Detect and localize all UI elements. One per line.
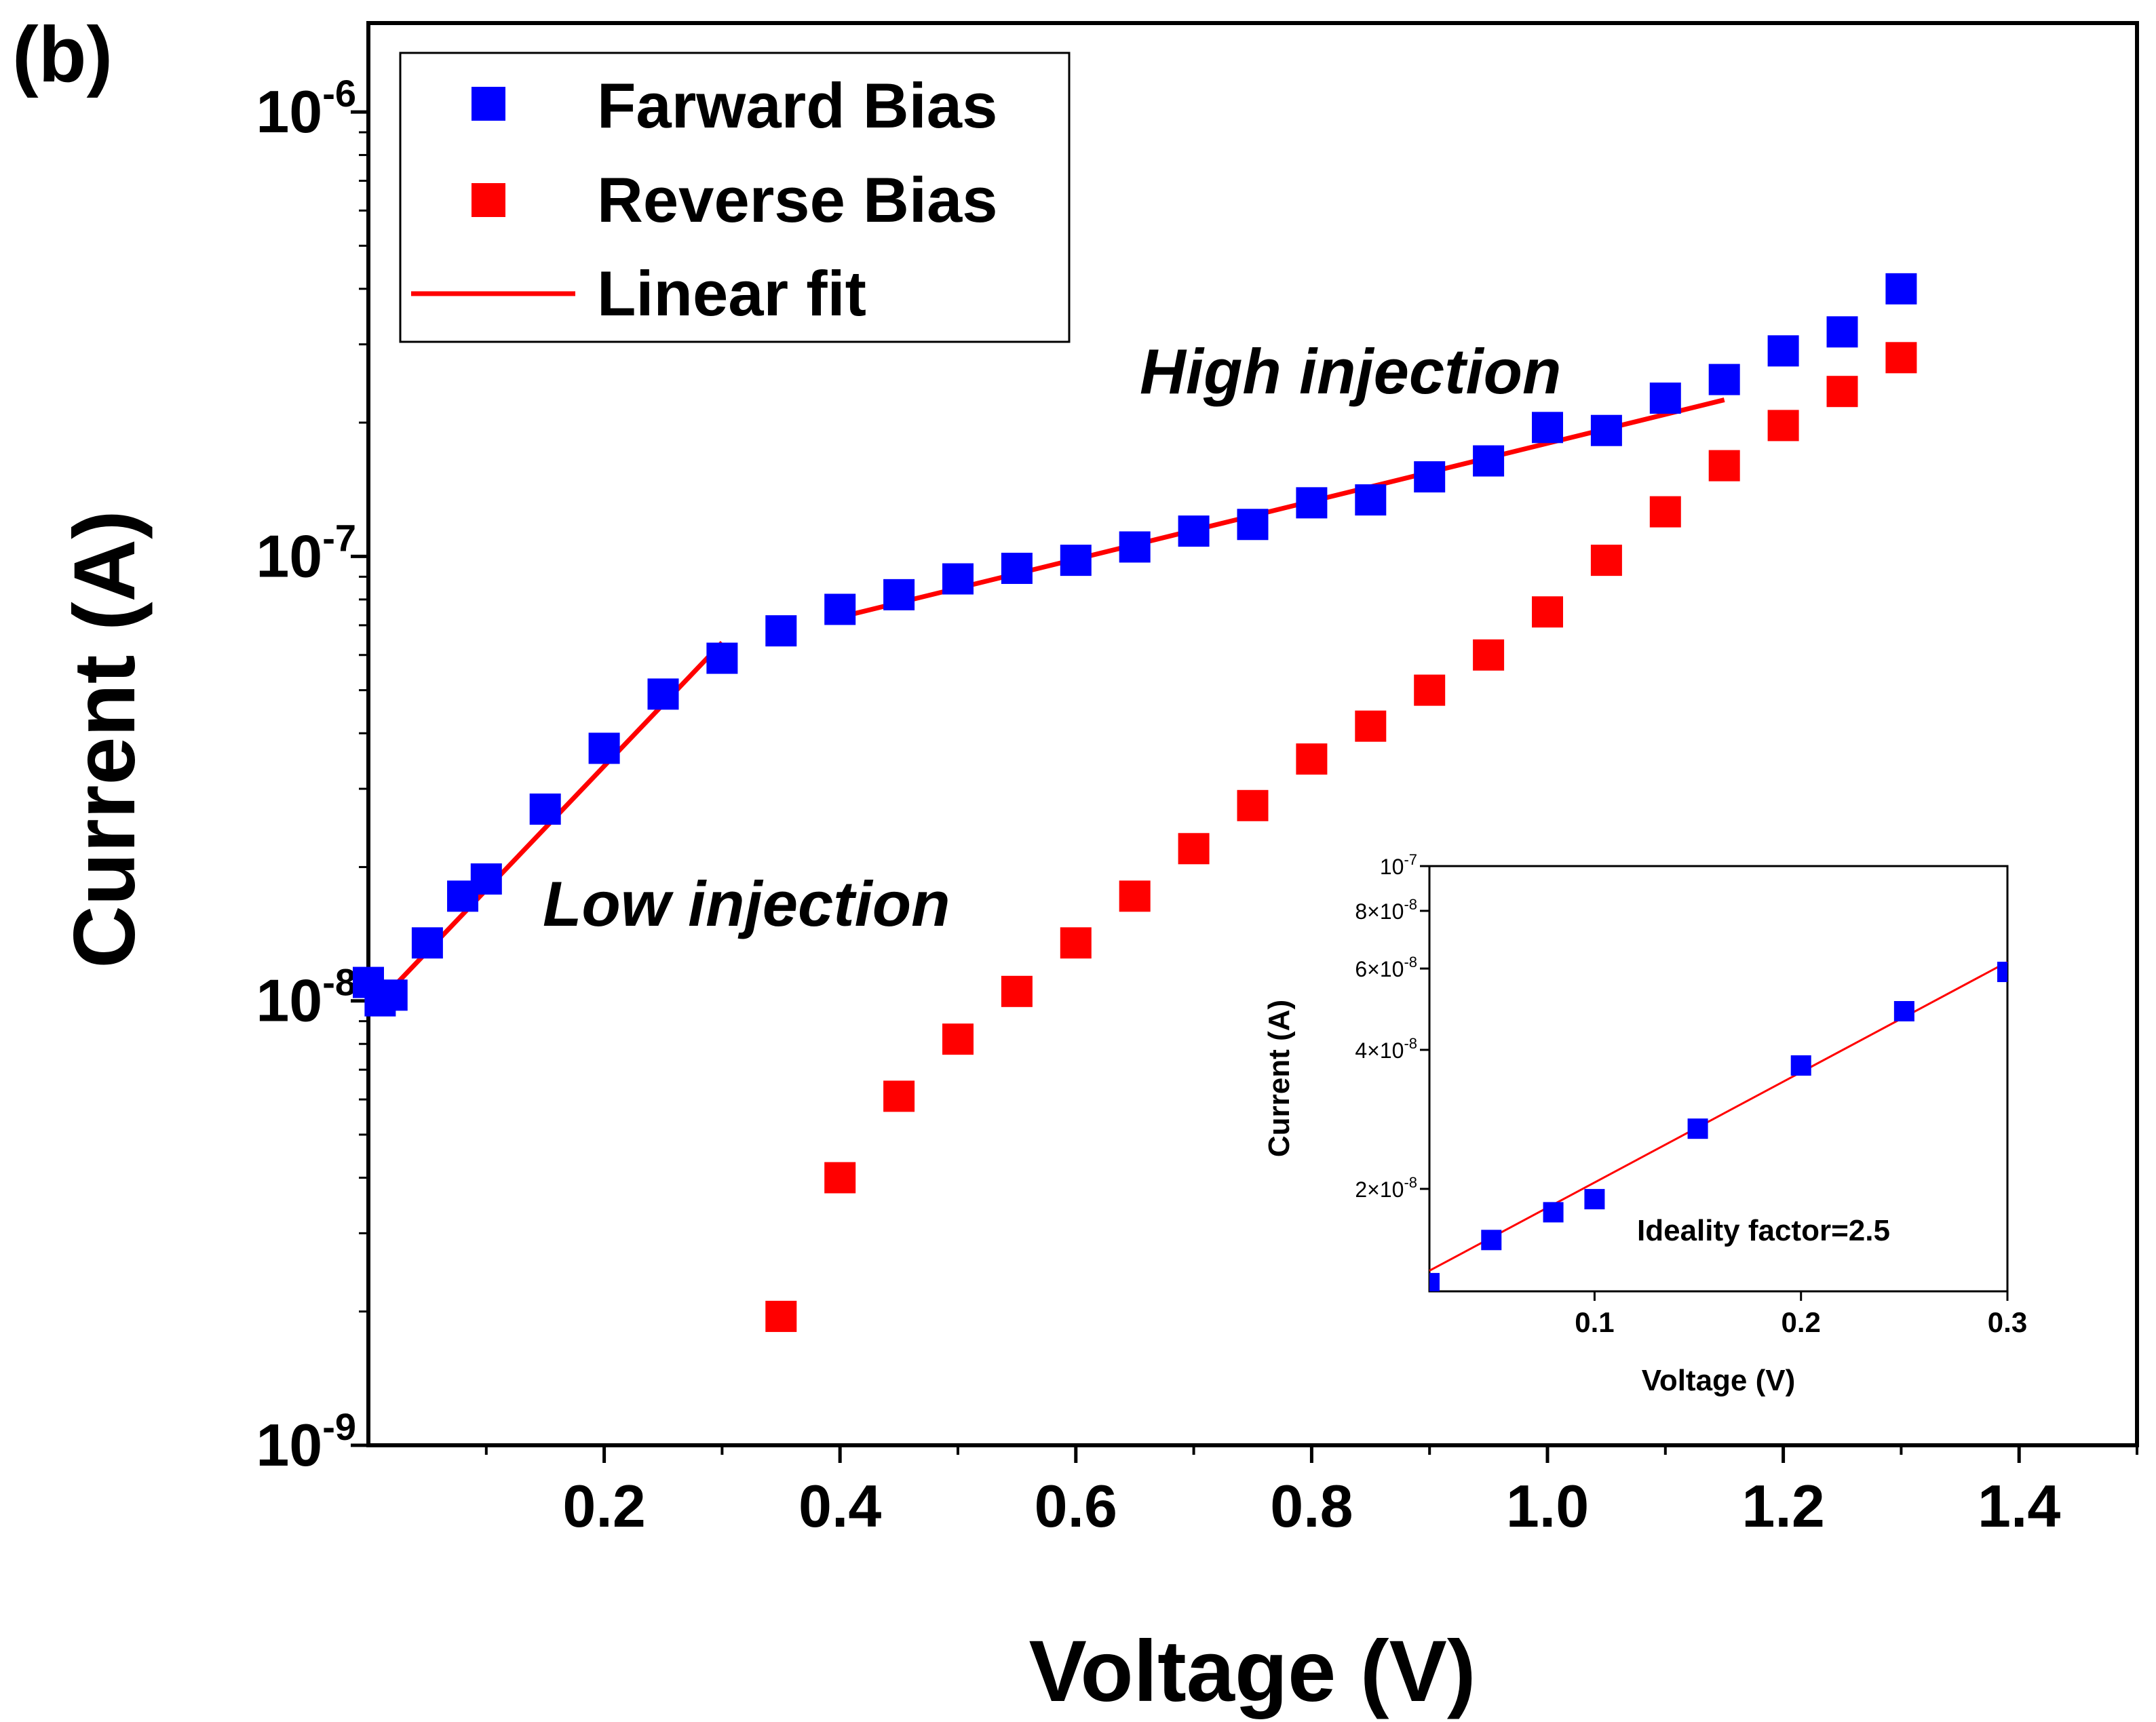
x-tick-label: 0.4 — [798, 1472, 881, 1540]
x-tick-label: 1.0 — [1506, 1472, 1589, 1540]
forward-bias-point — [1885, 273, 1917, 305]
reverse-bias-point — [1708, 450, 1740, 482]
forward-bias-point — [1473, 445, 1505, 477]
y-tick-label: 10-7 — [256, 516, 356, 589]
inset-chart: 0.1 0.2 0.3 2×10-8 4×10-8 6×10-8 8×10-8 10-7 Id… — [1263, 851, 2027, 1397]
forward-bias-point — [765, 615, 797, 647]
legend-label-farward: Farward Bias — [597, 70, 997, 141]
x-tick-label: 0.6 — [1035, 1472, 1117, 1540]
inset-y-tick-label: 10-7 — [1380, 851, 1417, 879]
reverse-bias-point — [1414, 674, 1446, 706]
inset-axis-ticks: 0.1 0.2 0.3 2×10-8 4×10-8 6×10-8 8×10-8 10-7 — [1355, 851, 2027, 1338]
reverse-bias-point — [1767, 410, 1799, 442]
forward-bias-point — [1767, 335, 1799, 367]
forward-bias-point — [1119, 531, 1151, 563]
reverse-bias-point — [1885, 342, 1917, 374]
reverse-bias-point — [1119, 880, 1151, 912]
reverse-bias-point — [1826, 376, 1858, 408]
forward-bias-point — [588, 732, 620, 764]
reverse-bias-point — [1590, 545, 1622, 576]
legend-label-reverse: Reverse Bias — [597, 164, 998, 235]
forward-bias-point — [411, 927, 443, 959]
forward-bias-point — [824, 593, 856, 625]
inset-forward-bias-point — [1687, 1118, 1708, 1139]
x-tick-label: 0.8 — [1270, 1472, 1353, 1540]
inset-y-tick-label: 8×10-8 — [1355, 896, 1417, 924]
forward-bias-point — [470, 863, 502, 895]
y-tick-label: 10-6 — [256, 72, 356, 145]
annotation-low-injection: Low injection — [543, 868, 950, 939]
inset-y-tick-label: 6×10-8 — [1355, 954, 1417, 981]
reverse-bias-point — [824, 1162, 856, 1194]
inset-forward-bias-point — [1997, 962, 2007, 983]
inset-forward-bias-point — [1893, 1000, 1914, 1021]
reverse-bias-point — [1649, 496, 1681, 528]
forward-bias-point — [1001, 552, 1033, 584]
forward-bias-point — [1060, 545, 1092, 576]
inset-forward-bias-point — [1481, 1230, 1502, 1251]
inset-forward-bias-point — [1790, 1055, 1811, 1076]
forward-bias-point — [1708, 364, 1740, 395]
main-data-points — [353, 273, 1917, 1332]
legend: Farward Bias Reverse Bias Linear fit — [399, 52, 1071, 343]
inset-x-tick-label: 0.3 — [1988, 1306, 2027, 1338]
forward-bias-point — [1649, 383, 1681, 414]
fit-line — [839, 397, 1725, 620]
forward-bias-point — [1296, 487, 1328, 519]
inset-x-axis-title: Voltage (V) — [1642, 1364, 1796, 1397]
inset-x-tick-label: 0.1 — [1575, 1306, 1614, 1338]
inset-y-tick-label: 2×10-8 — [1355, 1174, 1417, 1202]
forward-bias-point — [1178, 515, 1210, 547]
forward-bias-point — [883, 579, 915, 610]
panel-label: (b) — [12, 10, 113, 98]
y-tick-label: 10-8 — [256, 961, 356, 1034]
forward-bias-point — [1826, 316, 1858, 348]
inset-data-points — [1429, 962, 2007, 1291]
x-tick-label: 1.2 — [1741, 1472, 1824, 1540]
forward-bias-point — [1590, 414, 1622, 446]
forward-bias-point — [942, 563, 974, 595]
inset-forward-bias-point — [1429, 1272, 1440, 1291]
main-axis-ticks: 0.2 0.4 0.6 0.8 1.0 1.2 1.4 10-9 10-8 10-7 10-6 — [256, 72, 2138, 1540]
forward-bias-point — [1532, 412, 1563, 444]
reverse-bias-point — [765, 1300, 797, 1332]
inset-annotation: Ideality factor=2.5 — [1637, 1214, 1890, 1247]
forward-bias-point — [529, 794, 561, 825]
forward-bias-point — [1355, 484, 1387, 516]
reverse-bias-point — [1355, 710, 1387, 742]
forward-bias-point — [376, 979, 408, 1011]
y-tick-label: 10-9 — [256, 1405, 356, 1479]
inset-y-tick-label: 4×10-8 — [1355, 1035, 1417, 1063]
annotation-high-injection: High injection — [1140, 336, 1561, 407]
legend-marker-farward — [471, 87, 505, 121]
legend-label-fit: Linear fit — [597, 258, 866, 329]
x-axis-title: Voltage (V) — [1029, 1623, 1476, 1720]
inset-forward-bias-point — [1543, 1202, 1564, 1223]
y-axis-title: Current (A) — [56, 510, 153, 968]
x-tick-label: 1.4 — [1978, 1472, 2060, 1540]
inset-frame — [1428, 865, 2009, 1293]
reverse-bias-point — [1060, 927, 1092, 959]
forward-bias-point — [1237, 509, 1269, 541]
reverse-bias-point — [1473, 639, 1505, 671]
reverse-bias-point — [1532, 596, 1563, 628]
x-tick-label: 0.2 — [562, 1472, 645, 1540]
reverse-bias-point — [1001, 975, 1033, 1007]
forward-bias-point — [706, 642, 738, 674]
inset-forward-bias-point — [1584, 1189, 1605, 1210]
reverse-bias-point — [883, 1080, 915, 1112]
reverse-bias-point — [1237, 789, 1269, 821]
forward-bias-point — [1414, 461, 1446, 493]
inset-x-tick-label: 0.2 — [1782, 1306, 1821, 1338]
reverse-bias-point — [1296, 743, 1328, 775]
legend-marker-reverse — [471, 183, 505, 217]
inset-y-axis-title: Current (A) — [1263, 1000, 1296, 1157]
reverse-bias-point — [942, 1023, 974, 1055]
forward-bias-point — [647, 678, 679, 710]
reverse-bias-point — [1178, 833, 1210, 865]
